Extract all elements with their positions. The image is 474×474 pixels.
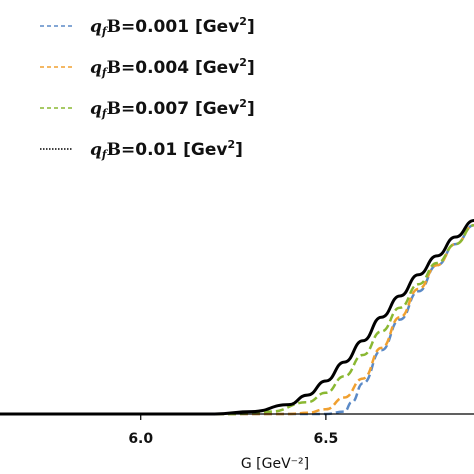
legend-label-3: qfB=0.007 [Gev2] <box>90 97 255 120</box>
legend-label-4: qfB=0.01 [Gev2] <box>90 138 243 161</box>
x-axis-title: G [GeV⁻²] <box>241 456 309 472</box>
x-axis: 6.0 6.5 <box>0 413 474 447</box>
x-tick-label: 6.5 <box>313 431 338 447</box>
legend-label-1: qfB=0.001 [Gev2] <box>90 15 255 38</box>
legend: qfB=0.001 [Gev2] qfB=0.004 [Gev2] qfB=0.00… <box>40 15 255 161</box>
legend-label-2: qfB=0.004 [Gev2] <box>90 56 255 79</box>
plot-area <box>0 219 474 416</box>
x-tick-label: 6.0 <box>128 431 153 447</box>
series-line-1 <box>0 223 474 416</box>
series-line-4 <box>0 219 474 416</box>
